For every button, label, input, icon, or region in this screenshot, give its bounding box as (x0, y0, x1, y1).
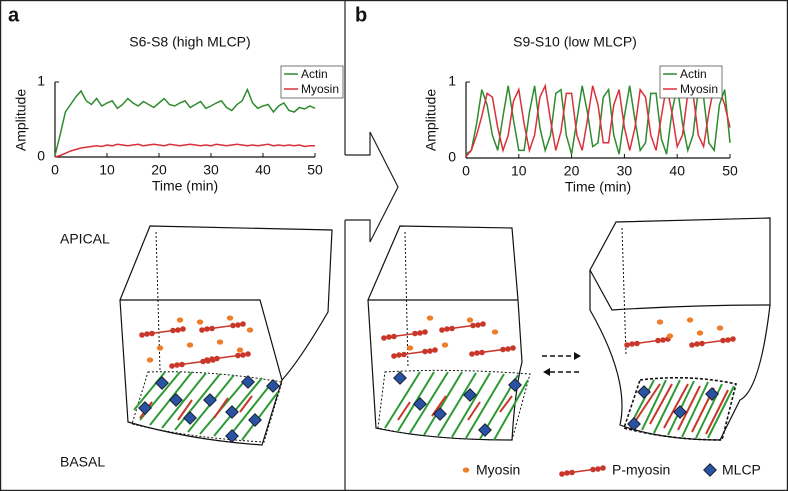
myosin-dot (176, 317, 184, 323)
chart-title: S9-S10 (low MLCP) (513, 34, 637, 50)
p-myosin (468, 344, 517, 358)
data-line (54, 143, 315, 158)
mlcp (266, 379, 280, 393)
hidden-edge (155, 231, 161, 371)
legend-label: Myosin (476, 462, 520, 478)
x-tick-label: 0 (462, 163, 470, 179)
x-tick-label: 50 (722, 163, 738, 179)
cell-low-mlcp-contracted (589, 217, 771, 441)
myosin-dot (656, 319, 664, 325)
apical-label: APICAL (60, 231, 110, 247)
legend-label: MLCP (722, 462, 761, 478)
x-tick-label: 0 (51, 162, 59, 178)
arrowhead (574, 352, 581, 360)
myosin-dot (186, 342, 194, 348)
arrowhead (543, 368, 550, 376)
hidden-edge (621, 227, 627, 356)
basal-label: BASAL (60, 454, 105, 470)
cell-low-mlcp-relaxed (367, 225, 531, 441)
cell-high-mlcp (119, 225, 333, 446)
x-tick-label: 30 (617, 163, 633, 179)
p-myosin (198, 320, 247, 334)
myosin-dot (246, 327, 254, 333)
y-axis-label: Amplitude (423, 89, 439, 151)
x-tick-label: 20 (564, 163, 580, 179)
legend-label: P-myosin (612, 462, 670, 478)
y-tick-label: 1 (448, 73, 456, 89)
y-tick-label: 1 (37, 73, 45, 89)
p-myosin (390, 346, 439, 360)
x-tick-label: 20 (151, 162, 167, 178)
y-axis-label: Amplitude (13, 89, 29, 151)
panel-letter: b (355, 4, 367, 26)
myosin-dot (666, 333, 674, 339)
cell-edge (119, 299, 283, 381)
p-myosin (623, 335, 672, 349)
basal-patch (131, 371, 283, 443)
data-line (465, 85, 731, 155)
p-myosin (138, 325, 187, 339)
myosin-dot (146, 357, 154, 363)
myosin-dot (466, 317, 474, 323)
myosin-dot (696, 330, 704, 336)
myosin-dot (686, 317, 694, 323)
myosin-dot (406, 345, 414, 351)
chart-title: S6-S8 (high MLCP) (129, 34, 250, 50)
mlcp (203, 393, 217, 407)
cell-edge (589, 269, 771, 311)
hidden-edge (404, 231, 409, 369)
legend-mlcp-icon (703, 463, 717, 477)
myosin-dot (156, 345, 164, 351)
p-myosin (203, 350, 252, 364)
myosin-dot (216, 339, 224, 345)
y-tick-label: 0 (37, 148, 45, 164)
legend-box (659, 65, 723, 99)
myosin-dot (491, 329, 499, 335)
basal-patch (622, 376, 737, 441)
legend-box (280, 65, 344, 99)
legend-label: Myosin (680, 82, 718, 96)
x-tick-label: 10 (511, 163, 527, 179)
legend-label: Myosin (301, 82, 339, 96)
transition-arrow (345, 131, 399, 243)
cell-outline (119, 225, 333, 446)
data-line (54, 87, 316, 156)
myosin-dot (196, 319, 204, 325)
x-tick-label: 50 (307, 162, 323, 178)
x-tick-label: 40 (255, 162, 271, 178)
x-tick-label: 40 (669, 163, 685, 179)
myosin-dot (716, 325, 724, 331)
x-axis-label: Time (min) (152, 178, 218, 194)
x-tick-label: 30 (203, 162, 219, 178)
legend-myosin-icon (462, 467, 470, 473)
legend-label: Actin (301, 67, 328, 81)
myosin-dot (236, 347, 244, 353)
p-myosin (688, 335, 737, 349)
mlcp (478, 423, 492, 437)
legend-label: Actin (680, 67, 707, 81)
myosin-dot (426, 315, 434, 321)
x-tick-label: 10 (99, 162, 115, 178)
legend-p-myosin-icon (558, 464, 607, 478)
p-myosin-strands (397, 395, 513, 421)
myosin-dot (441, 342, 449, 348)
mlcp (393, 371, 407, 385)
x-axis-label: Time (min) (565, 179, 631, 195)
p-myosin (438, 320, 487, 334)
myosin-dot (226, 315, 234, 321)
mlcp (705, 387, 719, 401)
data-line (465, 83, 731, 157)
p-myosin-strands (635, 383, 729, 435)
p-myosin (380, 328, 429, 342)
y-tick-label: 0 (448, 149, 456, 165)
panel-letter: a (8, 4, 20, 26)
mlcp (637, 385, 651, 399)
